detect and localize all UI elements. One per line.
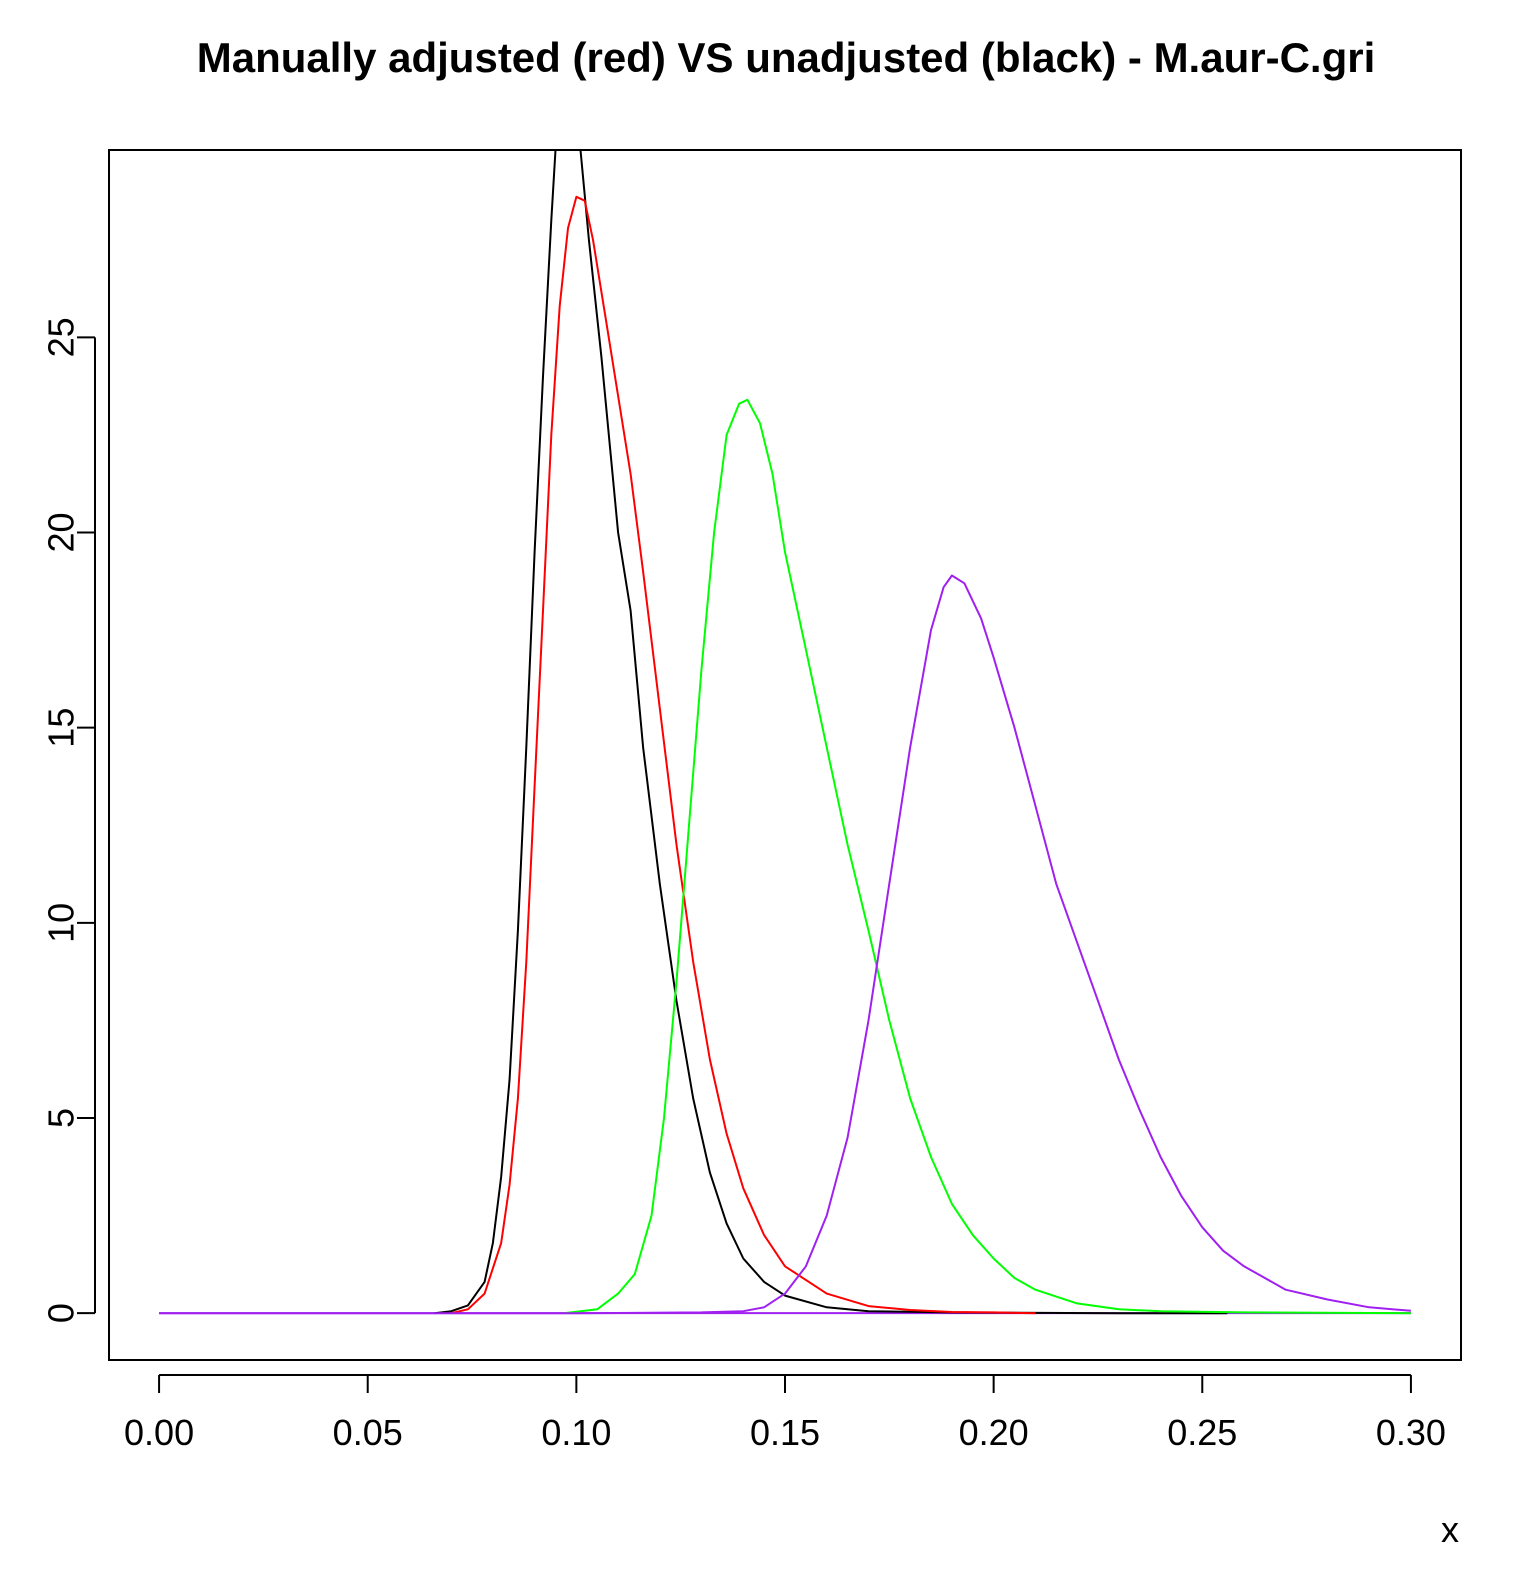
series-layer <box>159 150 1411 1315</box>
y-axis: 0 5 10 15 20 25 <box>41 317 96 1323</box>
series-line-3 <box>159 574 1411 1315</box>
series-line-2 <box>563 398 1411 1315</box>
x-tick-label: 0.20 <box>959 1412 1029 1453</box>
y-tick-label: 10 <box>41 903 82 943</box>
x-tick-label: 0.10 <box>541 1412 611 1453</box>
series-line-1 <box>450 195 1036 1315</box>
y-tick-label: 0 <box>41 1303 82 1323</box>
x-tick-label: 0.15 <box>750 1412 820 1453</box>
x-tick-label: 0.30 <box>1376 1412 1446 1453</box>
plot-frame <box>108 149 1462 1361</box>
x-tick-label: 0.05 <box>333 1412 403 1453</box>
y-tick-label: 20 <box>41 512 82 552</box>
y-tick-label: 25 <box>41 317 82 357</box>
y-tick-label: 15 <box>41 708 82 748</box>
chart-title: Manually adjusted (red) VS unadjusted (b… <box>197 34 1375 81</box>
x-tick-label: 0.25 <box>1167 1412 1237 1453</box>
x-axis: 0.00 0.05 0.10 0.15 0.20 0.25 0.30 <box>124 1374 1446 1453</box>
x-axis-label: x <box>1441 1509 1459 1550</box>
y-tick-label: 5 <box>41 1108 82 1128</box>
series-line-0 <box>434 150 1228 1315</box>
x-tick-label: 0.00 <box>124 1412 194 1453</box>
